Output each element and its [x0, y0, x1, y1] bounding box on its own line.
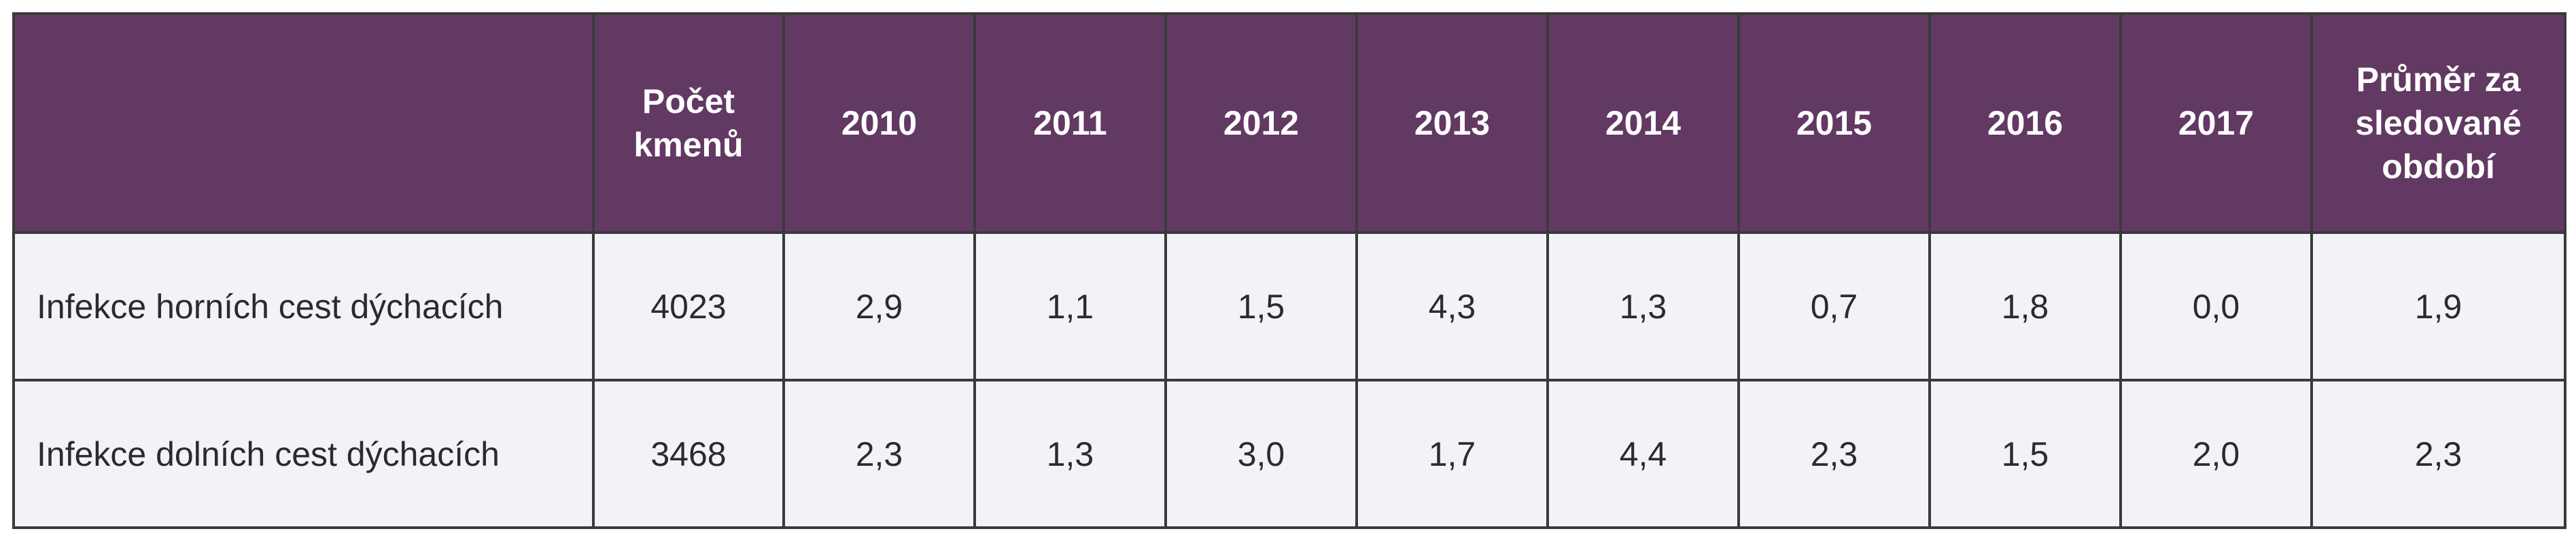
cell-2017: 0,0	[2119, 231, 2313, 381]
cell-2011: 1,1	[973, 231, 1167, 381]
header-year-2017: 2017	[2119, 12, 2313, 234]
cell-2010: 2,9	[782, 231, 976, 381]
header-average: Průměr za sledované období	[2310, 12, 2566, 234]
header-count: Počet kmenů	[592, 12, 785, 234]
header-average-text: Průměr za sledované období	[2355, 61, 2522, 186]
header-count-text: Počet kmenů	[633, 82, 744, 164]
table-row: Infekce dolních cest dýchacích 3468 2,3 …	[12, 379, 2566, 529]
cell-2010: 2,3	[782, 379, 976, 529]
header-year-2010: 2010	[782, 12, 976, 234]
cell-2016: 1,5	[1928, 379, 2122, 529]
cell-2013: 4,3	[1355, 231, 1549, 381]
header-year-2011: 2011	[973, 12, 1167, 234]
header-year-2012: 2012	[1164, 12, 1358, 234]
cell-2014: 1,3	[1546, 231, 1740, 381]
cell-2012: 3,0	[1164, 379, 1358, 529]
cell-average: 2,3	[2310, 379, 2566, 529]
cell-2017: 2,0	[2119, 379, 2313, 529]
cell-average: 1,9	[2310, 231, 2566, 381]
table-row: Infekce horních cest dýchacích 4023 2,9 …	[12, 231, 2566, 381]
cell-2015: 2,3	[1737, 379, 1931, 529]
data-table: Počet kmenů 2010 2011 2012 2013 2014 201…	[12, 12, 2566, 529]
cell-count: 3468	[592, 379, 785, 529]
cell-2014: 4,4	[1546, 379, 1740, 529]
header-year-2015: 2015	[1737, 12, 1931, 234]
cell-2012: 1,5	[1164, 231, 1358, 381]
cell-2011: 1,3	[973, 379, 1167, 529]
header-year-2013: 2013	[1355, 12, 1549, 234]
header-label	[12, 12, 595, 234]
cell-count: 4023	[592, 231, 785, 381]
cell-2016: 1,8	[1928, 231, 2122, 381]
row-label: Infekce dolních cest dýchacích	[12, 379, 595, 529]
header-year-2016: 2016	[1928, 12, 2122, 234]
cell-2015: 0,7	[1737, 231, 1931, 381]
cell-2013: 1,7	[1355, 379, 1549, 529]
header-year-2014: 2014	[1546, 12, 1740, 234]
header-row: Počet kmenů 2010 2011 2012 2013 2014 201…	[12, 12, 2566, 234]
row-label: Infekce horních cest dýchacích	[12, 231, 595, 381]
